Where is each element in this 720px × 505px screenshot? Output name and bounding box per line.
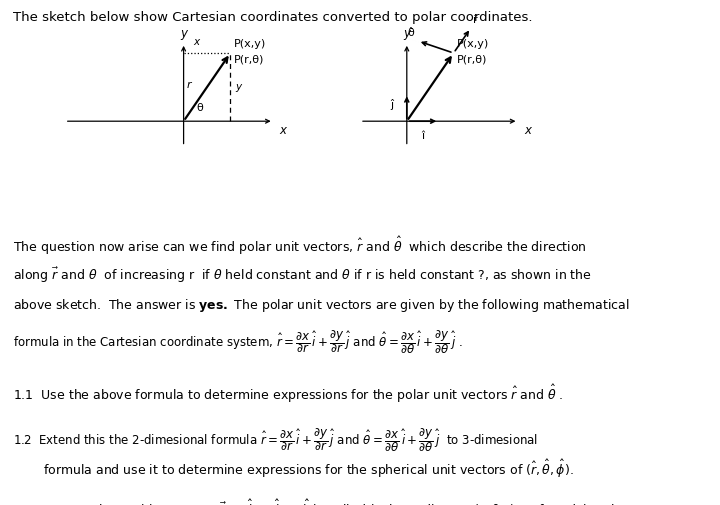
Text: y: y (235, 82, 242, 92)
Text: x: x (279, 124, 287, 137)
Text: P(x,y): P(x,y) (457, 39, 490, 49)
Text: 1.2  Extend this the 2-dimesional formula $\hat{r} = \dfrac{\partial x}{\partial: 1.2 Extend this the 2-dimesional formula… (13, 427, 538, 454)
Text: above sketch.  The answer is $\mathbf{yes.}$ The polar unit vectors are given by: above sketch. The answer is $\mathbf{yes… (13, 297, 629, 315)
Text: 1.3  Express the position vector, $\vec{r} = 3\hat{i} + 4\hat{j} + 5\hat{k}$ in : 1.3 Express the position vector, $\vec{r… (13, 498, 628, 505)
Text: 1.1  Use the above formula to determine expressions for the polar unit vectors $: 1.1 Use the above formula to determine e… (13, 383, 564, 405)
Text: along $\vec{r}$ and $\theta$  of increasing r  if $\theta$ held constant and $\t: along $\vec{r}$ and $\theta$ of increasi… (13, 266, 592, 285)
Text: ĵ: ĵ (391, 99, 394, 110)
Text: P(r,θ): P(r,θ) (234, 54, 264, 64)
Text: x: x (524, 124, 531, 137)
Text: r̂: r̂ (474, 16, 479, 25)
Text: θ: θ (197, 103, 203, 113)
Text: r: r (186, 80, 191, 89)
Text: î: î (421, 131, 425, 141)
Text: The sketch below show Cartesian coordinates converted to polar coordinates.: The sketch below show Cartesian coordina… (13, 11, 533, 24)
Text: P(x,y): P(x,y) (234, 39, 266, 49)
Text: P(r,θ): P(r,θ) (457, 54, 487, 64)
Text: θ̂: θ̂ (408, 28, 414, 38)
Text: The question now arise can we find polar unit vectors, $\hat{r}$ and $\hat{\thet: The question now arise can we find polar… (13, 235, 587, 257)
Text: x: x (193, 37, 199, 47)
Text: formula and use it to determine expressions for the spherical unit vectors of $(: formula and use it to determine expressi… (43, 458, 574, 480)
Text: formula in the Cartesian coordinate system, $\hat{r} = \dfrac{\partial x}{\parti: formula in the Cartesian coordinate syst… (13, 329, 463, 357)
Text: y: y (180, 27, 187, 40)
Text: y: y (403, 27, 410, 40)
